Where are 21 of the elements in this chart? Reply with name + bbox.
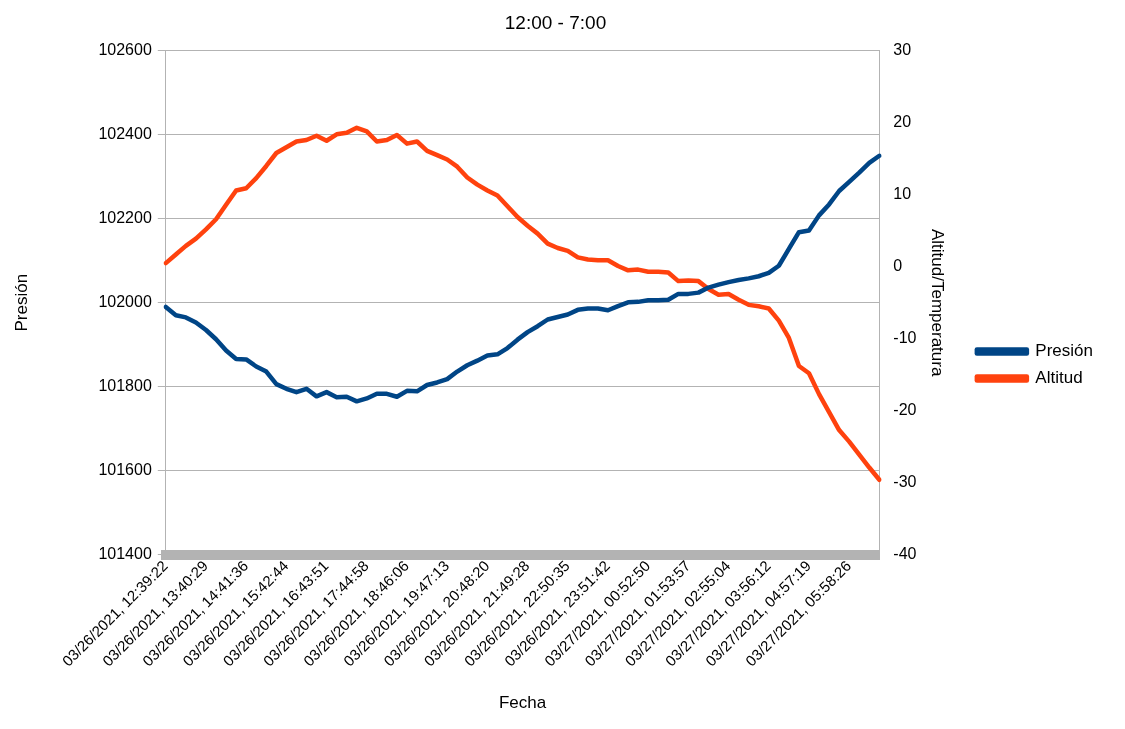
y-tick-label: 101600	[98, 461, 152, 479]
legend-label: Presión	[1035, 341, 1093, 361]
y-tick-label: 101800	[98, 377, 152, 395]
y2-axis-title: Altitud/Temperatura	[927, 229, 947, 377]
y2-tick-label: 0	[893, 257, 903, 275]
y2-tick-label: -30	[893, 473, 917, 491]
x-axis-title: Fecha	[498, 693, 547, 713]
y-tick-label: 102200	[98, 209, 152, 227]
y-axis-title: Presión	[11, 273, 31, 332]
y2-tick-label: 20	[893, 113, 912, 131]
y2-tick-label: -10	[893, 329, 917, 347]
y-tick-label: 102400	[98, 125, 152, 143]
y-tick-label: 101400	[98, 545, 152, 563]
y2-tick-label: -20	[893, 401, 917, 419]
y-tick-label: 102000	[98, 293, 152, 311]
legend-label: Altitud	[1035, 368, 1083, 388]
y-tick-label: 102600	[98, 41, 152, 59]
y2-tick-label: 30	[893, 41, 912, 59]
y2-tick-label: -40	[893, 545, 917, 563]
chart-title: 12:00 - 7:00	[504, 11, 607, 33]
y2-tick-label: 10	[893, 185, 912, 203]
